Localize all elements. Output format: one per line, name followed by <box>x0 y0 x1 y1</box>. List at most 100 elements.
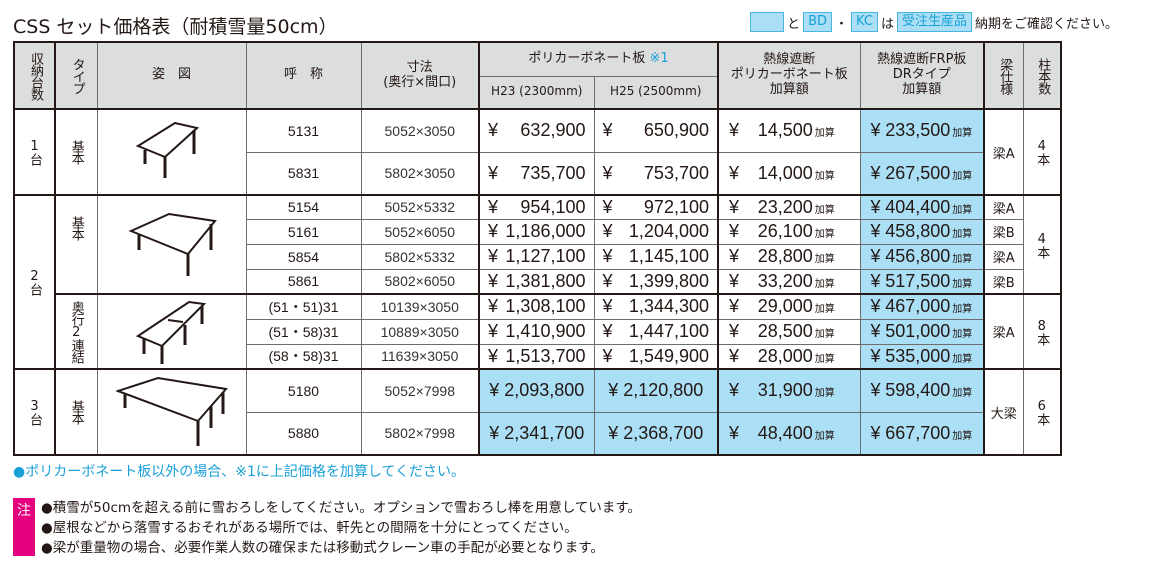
value-text: 1,447,100 <box>628 321 709 341</box>
legend: と BD ・ KC は 受注生産品 納期をご確認ください。 <box>750 12 1118 32</box>
value-text: 517,500 <box>885 270 951 291</box>
price-h23: ¥1,381,800 <box>478 268 595 295</box>
add-frp: ¥517,500 加算 <box>859 268 985 295</box>
value-text: 2,120,800 <box>623 380 704 401</box>
table-row: 奥行2連結 (51・51)31 10139×3050 ¥1,308,100 ¥1… <box>14 293 1062 370</box>
size-cell: 11639×3050 <box>360 343 480 370</box>
size-cell: 10139×3050 <box>360 293 480 320</box>
price-h25: ¥1,204,000 <box>593 218 719 245</box>
table-row: 3台 基本 5180 5052×7998 ¥ 2,093,800 ¥ 2,120… <box>13 368 1062 456</box>
beam-cell: 梁B <box>983 218 1024 245</box>
add-heat-poly: ¥28,000 加算 <box>717 343 861 370</box>
beam-cell: 梁A <box>983 108 1024 196</box>
yen-symbol: ¥ <box>729 162 740 183</box>
add-unit-label: 加算 <box>814 204 835 216</box>
yen-symbol: ¥ <box>870 345 881 366</box>
yen-symbol: ¥ <box>729 120 740 141</box>
add-unit-label: 加算 <box>814 278 835 290</box>
value-text: 1,513,700 <box>505 345 586 366</box>
header-polycarbonate: ポリカーボネート板 ※1 <box>478 41 719 77</box>
header-beam: 梁仕様 <box>983 41 1024 110</box>
add-unit-label: 加算 <box>814 329 835 340</box>
value-text: 1,410,900 <box>505 321 586 341</box>
add-unit-label: 加算 <box>814 353 835 365</box>
add-heat-poly: ¥29,000 加算 <box>717 293 861 320</box>
yen-symbol: ¥ <box>488 270 499 291</box>
caution-notes: 注 ●積雪が50cmを超える前に雪おろしをしてください。オプションで雪おろし棒を… <box>13 498 641 558</box>
price-h25: ¥972,100 <box>593 194 719 220</box>
value-text: 598,400 <box>885 380 951 401</box>
table-row: 2台 基本 5154 5052×5332 ¥954,100 ¥972,100 ¥… <box>13 194 1062 370</box>
size-cell: 5802×5332 <box>360 243 480 270</box>
polycarbonate-note: ●ポリカーボネート板以外の場合、※1に上記価格を加算してください。 <box>13 464 466 480</box>
header-name: 呼 称 <box>245 41 362 110</box>
units-cell: 1台 <box>13 108 56 196</box>
yen-symbol: ¥ <box>870 422 881 443</box>
header-posts: 柱本数 <box>1022 41 1062 110</box>
table-row: (51・58)31 10889×3050 ¥1,410,900 ¥1,447,1… <box>14 318 1061 345</box>
units-cell: 2台 <box>13 194 56 370</box>
size-cell: 5052×5332 <box>360 194 480 220</box>
value-text: 1,308,100 <box>505 296 586 317</box>
header-heat-poly: 熱線遮断 ポリカーボネート板 加算額 <box>717 41 861 110</box>
type-cell: 基本 <box>54 194 98 295</box>
add-unit-label: 加算 <box>814 170 835 182</box>
add-unit-label: 加算 <box>952 278 973 290</box>
value-text: 1,186,000 <box>505 221 586 241</box>
add-frp: ¥456,800 加算 <box>859 243 985 270</box>
beam-cell: 梁A <box>983 194 1024 220</box>
yen-symbol: ¥ <box>729 270 740 291</box>
add-unit-label: 加算 <box>952 329 973 340</box>
value-text: 632,900 <box>520 120 586 141</box>
table-row: 1台 基本 5131 5052×3050 ¥632,900 ¥650,900 ¥… <box>13 108 1062 196</box>
code-cell: 5161 <box>245 218 362 245</box>
value-text: ※1 <box>649 50 669 66</box>
value-text: 501,000 <box>885 321 951 341</box>
yen-symbol: ¥ <box>602 162 613 183</box>
value-text: 2,093,800 <box>504 380 585 401</box>
add-frp: ¥458,800 加算 <box>859 218 985 245</box>
yen-symbol: ¥ <box>602 321 613 341</box>
yen-symbol: ¥ <box>729 196 740 217</box>
add-unit-label: 加算 <box>952 353 973 365</box>
value-text: 467,000 <box>885 296 951 317</box>
add-unit-label: 加算 <box>814 430 835 442</box>
beam-cell: 梁A <box>983 293 1024 370</box>
price-table: 収納台数 タイプ 姿 図 呼 称 寸法 (奥行×間口) ポリカーボネート板 ※1 … <box>13 41 1062 456</box>
value-text: 535,000 <box>885 345 951 366</box>
add-unit-label: 加算 <box>814 388 835 400</box>
code-cell: 5861 <box>245 268 362 295</box>
beam-cell: 梁B <box>983 268 1024 295</box>
price-h23: ¥735,700 <box>478 151 595 196</box>
yen-symbol: ¥ <box>488 345 499 366</box>
add-unit-label: 加算 <box>952 128 973 140</box>
note-item: ●屋根などから落雪するおそれがある場所では、軒先との間隔を十分にとってください。 <box>41 520 578 536</box>
value-text: 33,200 <box>757 270 813 291</box>
legend-kc: KC <box>851 12 878 32</box>
type-cell: 基本 <box>54 108 98 196</box>
code-cell: 5180 <box>245 368 362 413</box>
price-h23: ¥ 2,341,700 <box>478 411 595 456</box>
price-h25: ¥ 2,120,800 <box>593 368 719 413</box>
yen-symbol: ¥ <box>602 246 613 266</box>
price-h23: ¥1,513,700 <box>478 343 595 370</box>
price-h25: ¥1,447,100 <box>593 318 719 345</box>
value-text: 753,700 <box>643 162 709 183</box>
value-text: 954,100 <box>520 196 586 217</box>
posts-cell: 6本 <box>1022 368 1062 456</box>
yen-symbol: ¥ <box>729 296 740 317</box>
value-text: 48,400 <box>757 422 813 443</box>
add-frp: ¥501,000 加算 <box>859 318 985 345</box>
legend-text: ・ <box>835 16 849 32</box>
value-text: ポリカーボネート板 <box>528 50 646 66</box>
value-text: 2,341,700 <box>504 422 585 443</box>
add-unit-label: 加算 <box>952 388 973 400</box>
price-h23: ¥632,900 <box>478 108 595 153</box>
value-text: 972,100 <box>643 196 709 217</box>
figure-table-2-icon <box>96 194 247 295</box>
add-frp: ¥404,400 加算 <box>859 194 985 220</box>
value-text: 1,204,000 <box>628 221 709 241</box>
add-heat-poly: ¥33,200 加算 <box>717 268 861 295</box>
yen-symbol: ¥ <box>602 270 613 291</box>
yen-symbol: ¥ <box>488 196 499 217</box>
